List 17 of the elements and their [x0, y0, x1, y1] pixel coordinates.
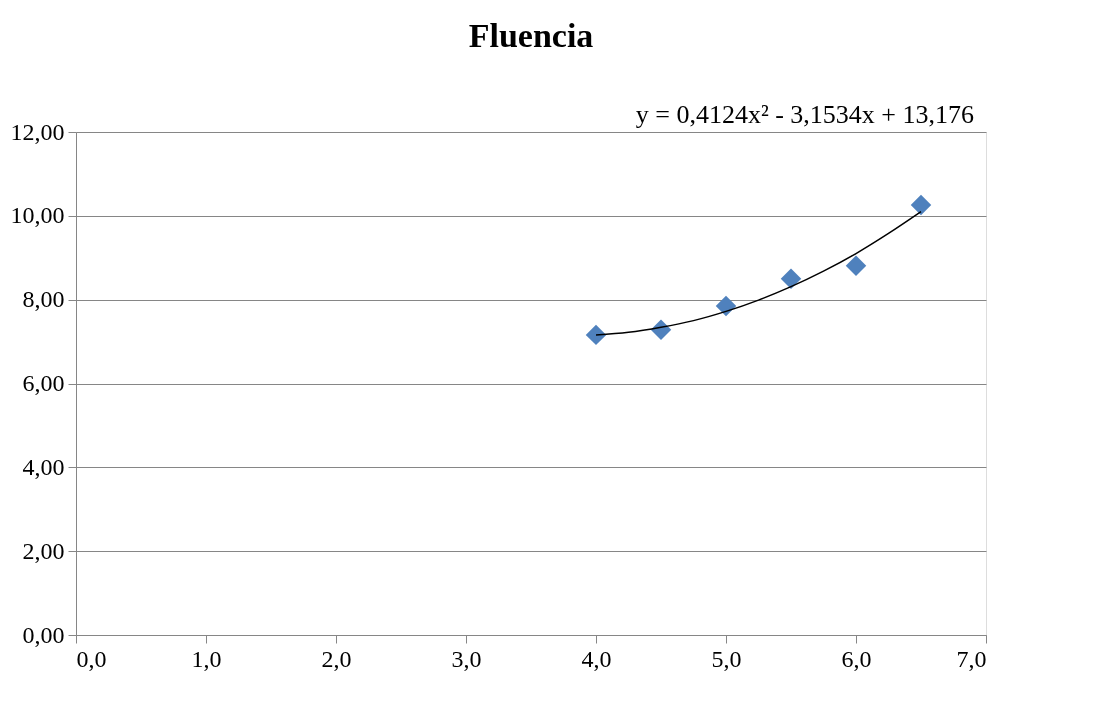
- x-tick-label: 4,0: [581, 645, 612, 672]
- y-tick-label: 12,00: [10, 118, 65, 145]
- y-tick-label: 6,00: [22, 370, 65, 396]
- x-tick-label: 3,0: [451, 645, 482, 672]
- chart-title: Fluencia: [468, 17, 594, 54]
- y-tick-label: 8,00: [22, 286, 65, 313]
- x-tick-label: 1,0: [191, 645, 222, 672]
- y-tick-label: 10,00: [10, 202, 65, 229]
- x-tick-label: 7,0: [956, 645, 987, 672]
- x-tick-label: 6,0: [841, 645, 872, 672]
- y-tick-label: 4,00: [22, 453, 65, 480]
- x-tick-label: 2,0: [321, 645, 352, 672]
- y-tick-label: 2,00: [22, 537, 65, 564]
- x-tick-label: 5,0: [711, 645, 742, 672]
- y-tick-label: 0,00: [22, 621, 65, 648]
- x-tick-label: 0,0: [76, 645, 107, 672]
- text: y = 0,4124x² - 3,1534x + 13,176: [635, 100, 974, 129]
